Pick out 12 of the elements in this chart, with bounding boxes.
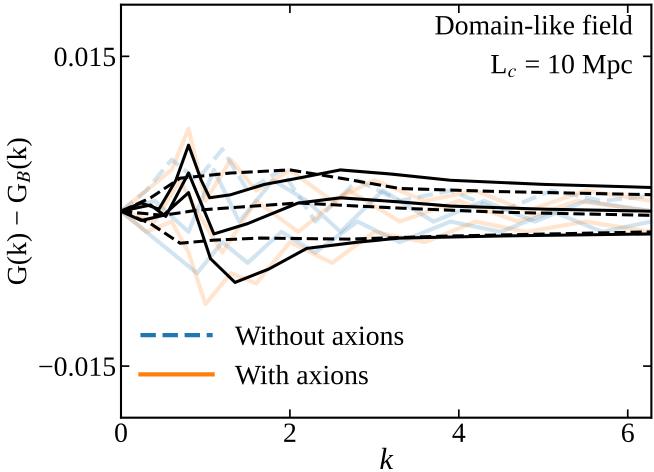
annotation: L$_{c}$ = 10 Mpc bbox=[491, 54, 632, 80]
x-tick-label: 0 bbox=[115, 423, 127, 442]
x-tick-label: 6 bbox=[622, 423, 634, 442]
legend-label: With axions bbox=[234, 364, 368, 385]
y-axis-title: G(k) − G$_{B}$(k) bbox=[6, 138, 32, 284]
x-tick-label: 2 bbox=[284, 423, 296, 442]
y-tick-label: −0.015 bbox=[39, 357, 116, 376]
x-tick-label: 4 bbox=[452, 424, 466, 442]
annotation: Domain-like field bbox=[435, 14, 632, 35]
legend-label: Without axions bbox=[234, 326, 404, 346]
x-axis-title: k bbox=[380, 448, 394, 469]
y-tick-label: 0.015 bbox=[54, 48, 116, 66]
